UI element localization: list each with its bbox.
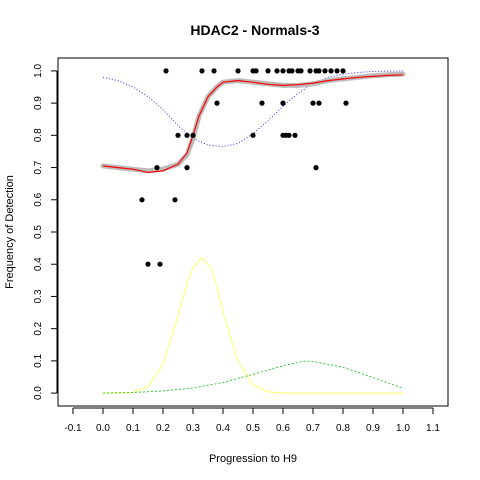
gray-smoothed-band bbox=[100, 71, 406, 174]
data-point bbox=[163, 68, 169, 74]
data-point bbox=[259, 100, 265, 106]
data-point bbox=[286, 132, 292, 138]
data-point bbox=[316, 100, 322, 106]
x-tick-label: 0.4 bbox=[216, 423, 230, 434]
y-axis-label: Frequency of Detection bbox=[4, 175, 16, 289]
x-tick-label: 1.1 bbox=[426, 423, 440, 434]
x-tick-label: 0.6 bbox=[276, 423, 290, 434]
data-point bbox=[340, 68, 346, 74]
x-axis-label: Progression to H9 bbox=[209, 453, 297, 465]
y-tick-label: 1.0 bbox=[33, 64, 44, 78]
data-point bbox=[265, 68, 271, 74]
data-point bbox=[307, 68, 313, 74]
green-density-curve bbox=[102, 360, 404, 394]
red-fit-layer bbox=[102, 74, 404, 174]
x-axis: -0.1 0.0 0.1 0.2 0.3 0.4 0.5 0.6 0.7 0.8 0.9 1.0 1.1 bbox=[64, 407, 440, 434]
x-tick-label: 0.9 bbox=[366, 423, 380, 434]
data-point bbox=[175, 132, 181, 138]
y-tick-label: 0.7 bbox=[33, 160, 44, 174]
x-tick-label: 0.0 bbox=[96, 423, 110, 434]
y-tick-label: 0.4 bbox=[33, 257, 44, 271]
y-tick-label: 0.1 bbox=[33, 354, 44, 368]
data-point bbox=[250, 132, 256, 138]
x-tick-label: 1.0 bbox=[396, 423, 410, 434]
data-point bbox=[157, 261, 163, 267]
x-tick-label: 0.3 bbox=[186, 423, 200, 434]
yellow-density-curve bbox=[102, 257, 403, 394]
data-point bbox=[316, 68, 322, 74]
plot-frame bbox=[57, 57, 449, 407]
y-tick-label: 0.2 bbox=[33, 321, 44, 335]
data-points-layer bbox=[139, 68, 349, 267]
data-point bbox=[280, 100, 286, 106]
y-tick-label: 0.5 bbox=[33, 225, 44, 239]
data-point bbox=[139, 197, 145, 203]
x-tick-label: 0.7 bbox=[306, 423, 320, 434]
data-point bbox=[292, 132, 298, 138]
series-layers bbox=[100, 68, 406, 394]
x-tick-label: 0.1 bbox=[126, 423, 140, 434]
data-point bbox=[289, 68, 295, 74]
data-point bbox=[190, 132, 196, 138]
y-tick-label: 0.0 bbox=[33, 386, 44, 400]
data-point bbox=[328, 68, 334, 74]
x-tick-label: -0.1 bbox=[64, 423, 82, 434]
yellow-density-layer bbox=[102, 257, 403, 394]
green-density-layer bbox=[102, 360, 404, 394]
data-point bbox=[274, 68, 280, 74]
gray-smoothed-layer bbox=[100, 71, 406, 174]
y-axis: 0.0 0.1 0.2 0.3 0.4 0.5 0.6 0.7 0.8 0.9 1.0 bbox=[33, 64, 58, 400]
data-point bbox=[172, 197, 178, 203]
data-point bbox=[298, 68, 304, 74]
data-point bbox=[253, 68, 259, 74]
red-fit-curve bbox=[102, 74, 404, 174]
data-point bbox=[145, 261, 151, 267]
data-point bbox=[214, 100, 220, 106]
data-point bbox=[334, 68, 340, 74]
data-point bbox=[310, 100, 316, 106]
data-point bbox=[154, 165, 160, 171]
y-tick-label: 0.9 bbox=[33, 96, 44, 110]
data-point bbox=[343, 100, 349, 106]
data-point bbox=[322, 68, 328, 74]
y-tick-label: 0.6 bbox=[33, 192, 44, 206]
y-tick-label: 0.3 bbox=[33, 289, 44, 303]
data-point bbox=[184, 132, 190, 138]
data-point bbox=[199, 68, 205, 74]
x-tick-label: 0.8 bbox=[336, 423, 350, 434]
data-point bbox=[211, 68, 217, 74]
y-tick-label: 0.8 bbox=[33, 128, 44, 142]
chart-title: HDAC2 - Normals-3 bbox=[190, 22, 319, 38]
x-tick-label: 0.2 bbox=[156, 423, 170, 434]
x-tick-label: 0.5 bbox=[246, 423, 260, 434]
data-point bbox=[280, 68, 286, 74]
data-point bbox=[184, 165, 190, 171]
data-point bbox=[313, 165, 319, 171]
data-point bbox=[235, 68, 241, 74]
